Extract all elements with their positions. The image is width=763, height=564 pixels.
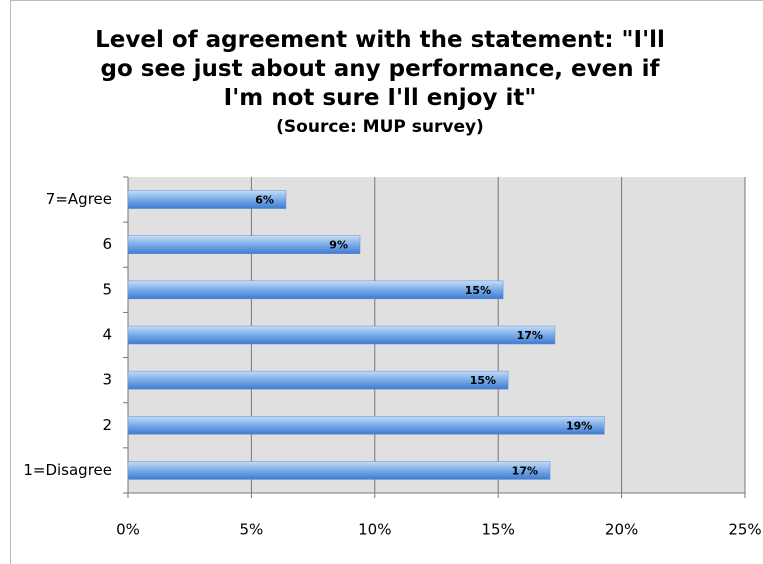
x-tick-label: 25%: [728, 521, 761, 539]
data-label: 15%: [465, 284, 491, 297]
y-tick-label: 7=Agree: [46, 190, 112, 208]
data-label: 19%: [566, 419, 592, 432]
y-tick-label: 3: [102, 371, 112, 389]
chart-subtitle: (Source: MUP survey): [276, 117, 484, 137]
y-tick-label: 4: [102, 326, 112, 344]
y-tick-label: 6: [102, 235, 112, 253]
data-label: 9%: [329, 239, 348, 252]
bar: [127, 190, 287, 209]
bar: [127, 235, 361, 254]
y-tick-label: 1=Disagree: [23, 461, 112, 479]
x-tick-label: 0%: [116, 521, 140, 539]
y-tick-label: 5: [102, 280, 112, 298]
x-tick-label: 5%: [240, 521, 264, 539]
x-tick-label: 15%: [482, 521, 515, 539]
y-tick-label: 2: [102, 416, 112, 434]
data-label: 17%: [517, 329, 543, 342]
chart-title: Level of agreement with the statement: "…: [95, 27, 665, 111]
x-tick-label: 10%: [358, 521, 391, 539]
data-label: 6%: [255, 194, 274, 207]
bar: [127, 370, 509, 390]
x-tick-label: 20%: [605, 521, 638, 539]
data-label: 15%: [470, 374, 496, 387]
bar: [127, 325, 556, 345]
data-label: 17%: [512, 464, 538, 477]
bar: [127, 461, 551, 480]
bar: [127, 280, 504, 300]
bar: [127, 416, 605, 435]
